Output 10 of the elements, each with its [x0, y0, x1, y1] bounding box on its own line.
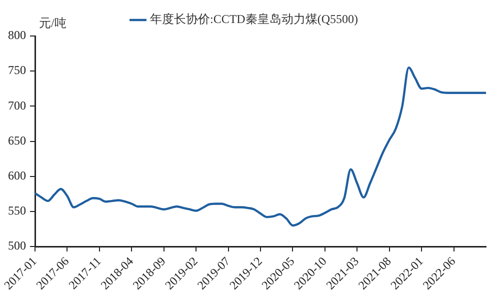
y-tick-label: 550	[8, 204, 26, 218]
y-tick-label: 600	[8, 168, 26, 183]
y-tick-label: 650	[8, 133, 26, 148]
y-tick-label: 800	[8, 28, 26, 42]
y-axis-title: 元/吨	[39, 16, 66, 30]
y-tick-label: 750	[8, 63, 26, 78]
y-tick-label: 700	[8, 98, 26, 112]
legend-label: 年度长协价:CCTD秦皇岛动力煤(Q5500)	[150, 12, 358, 26]
y-tick-label: 500	[8, 238, 26, 253]
line-series	[34, 66, 488, 227]
